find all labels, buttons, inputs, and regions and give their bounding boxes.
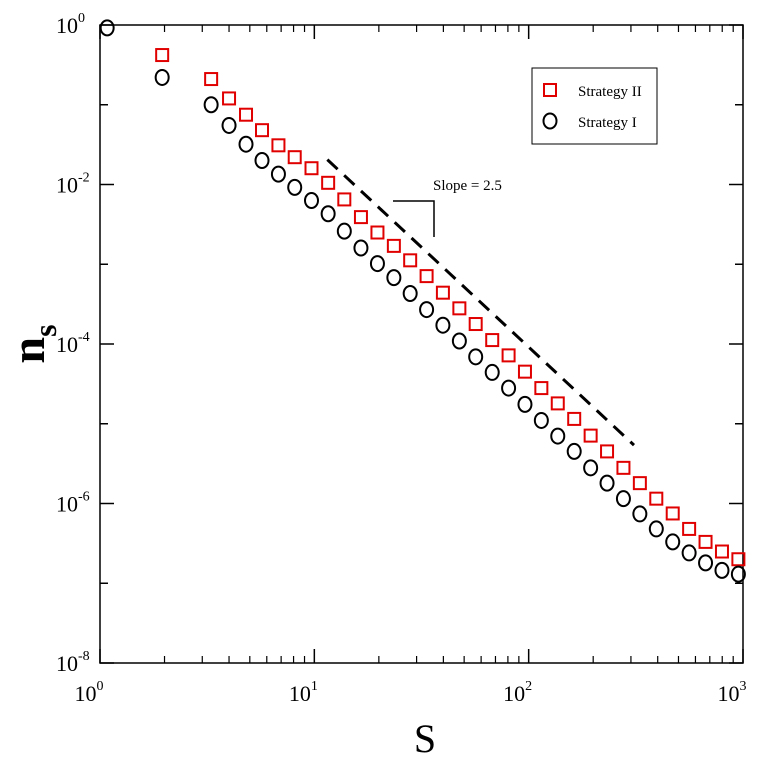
y-tick-label: 10-2 [56, 171, 90, 198]
data-point-circle [648, 520, 664, 538]
slope-reference-line [326, 158, 636, 447]
y-tick-label: 10-8 [56, 649, 90, 676]
data-point-circle [714, 561, 730, 579]
data-point-circle [221, 116, 237, 134]
data-point-square [403, 253, 418, 268]
x-tick-label: 103 [718, 679, 747, 706]
data-point-circle [615, 490, 631, 508]
data-point-square [419, 269, 434, 284]
data-point-circle [287, 178, 303, 196]
data-point-circle [468, 348, 484, 366]
x-axis-label: S [414, 716, 436, 761]
data-point-circle [303, 192, 319, 210]
data-point-square [304, 161, 319, 176]
data-point-circle [320, 205, 336, 223]
data-point-circle [238, 135, 254, 153]
x-tick-label: 100 [75, 679, 104, 706]
data-point-circle [154, 68, 170, 86]
y-axis-label: ns [2, 324, 63, 363]
data-point-square [550, 396, 565, 411]
data-point-square [714, 544, 729, 559]
legend: Strategy II Strategy I [531, 67, 658, 145]
y-axis-ticks [100, 24, 743, 664]
data-point-square [468, 317, 483, 332]
legend-box [531, 67, 658, 145]
data-point-square [370, 225, 385, 240]
data-point-square [255, 123, 270, 138]
data-point-circle [533, 411, 549, 429]
data-point-square [534, 381, 549, 396]
data-point-circle [270, 165, 286, 183]
data-point-square [337, 192, 352, 207]
data-point-square [222, 91, 237, 106]
data-point-circle [386, 269, 402, 287]
data-point-circle [501, 379, 517, 397]
data-point-square [600, 444, 615, 459]
x-tick-label: 101 [289, 679, 318, 706]
legend-circle-marker [542, 112, 558, 130]
data-point-square [517, 364, 532, 379]
data-point-square [616, 460, 631, 475]
data-point-circle [353, 239, 369, 257]
data-point-circle [632, 505, 648, 523]
y-axis-tick-labels: 10-8 10-6 10-4 10-2 100 [56, 11, 90, 676]
legend-square-marker [543, 83, 557, 97]
legend-label-strategy-i: Strategy I [578, 115, 637, 131]
data-point-square [435, 285, 450, 300]
data-point-square [452, 301, 467, 316]
data-point-circle [550, 427, 566, 445]
data-point-circle [566, 442, 582, 460]
slope-annotation-bracket [393, 200, 435, 237]
data-point-circle [336, 222, 352, 240]
data-point-square [353, 210, 368, 225]
svg-text:ns: ns [2, 324, 63, 363]
data-point-circle [419, 301, 435, 319]
data-point-circle [203, 96, 219, 114]
y-tick-label: 100 [56, 11, 85, 38]
series-strategy-i [99, 19, 746, 583]
x-axis-tick-labels: 100 101 102 103 [75, 679, 747, 706]
data-point-square [583, 428, 598, 443]
data-point-square [155, 48, 170, 63]
data-point-circle [517, 395, 533, 413]
data-point-square [204, 72, 219, 87]
data-point-square [386, 238, 401, 253]
data-point-square [321, 175, 336, 190]
data-point-square [698, 534, 713, 549]
data-point-circle [665, 533, 681, 551]
y-tick-label: 10-6 [56, 490, 90, 517]
data-point-circle [99, 19, 115, 37]
data-point-square [731, 552, 746, 567]
data-point-square [271, 138, 286, 153]
data-point-circle [681, 544, 697, 562]
y-axis-label-subscript: s [27, 324, 63, 336]
data-point-circle [451, 332, 467, 350]
series-strategy-ii [155, 48, 746, 567]
y-tick-label: 10-4 [56, 330, 90, 357]
y-axis-label-base: n [2, 337, 55, 364]
legend-label-strategy-ii: Strategy II [578, 84, 642, 100]
x-tick-label: 102 [503, 679, 532, 706]
data-point-circle [402, 284, 418, 302]
data-point-circle [599, 474, 615, 492]
data-point-square [567, 411, 582, 426]
data-point-circle [698, 554, 714, 572]
data-point-circle [730, 565, 746, 583]
data-point-circle [369, 255, 385, 273]
slope-annotation-text: Slope = 2.5 [433, 178, 502, 194]
data-point-square [649, 491, 664, 506]
data-point-square [632, 476, 647, 491]
data-point-square [485, 333, 500, 348]
data-point-square [287, 150, 302, 165]
data-point-circle [254, 151, 270, 169]
data-point-square [665, 506, 680, 521]
data-point-circle [435, 316, 451, 334]
data-point-circle [583, 459, 599, 477]
data-point-square [501, 348, 516, 363]
data-point-square [682, 521, 697, 536]
data-point-circle [484, 363, 500, 381]
data-point-square [239, 107, 254, 122]
